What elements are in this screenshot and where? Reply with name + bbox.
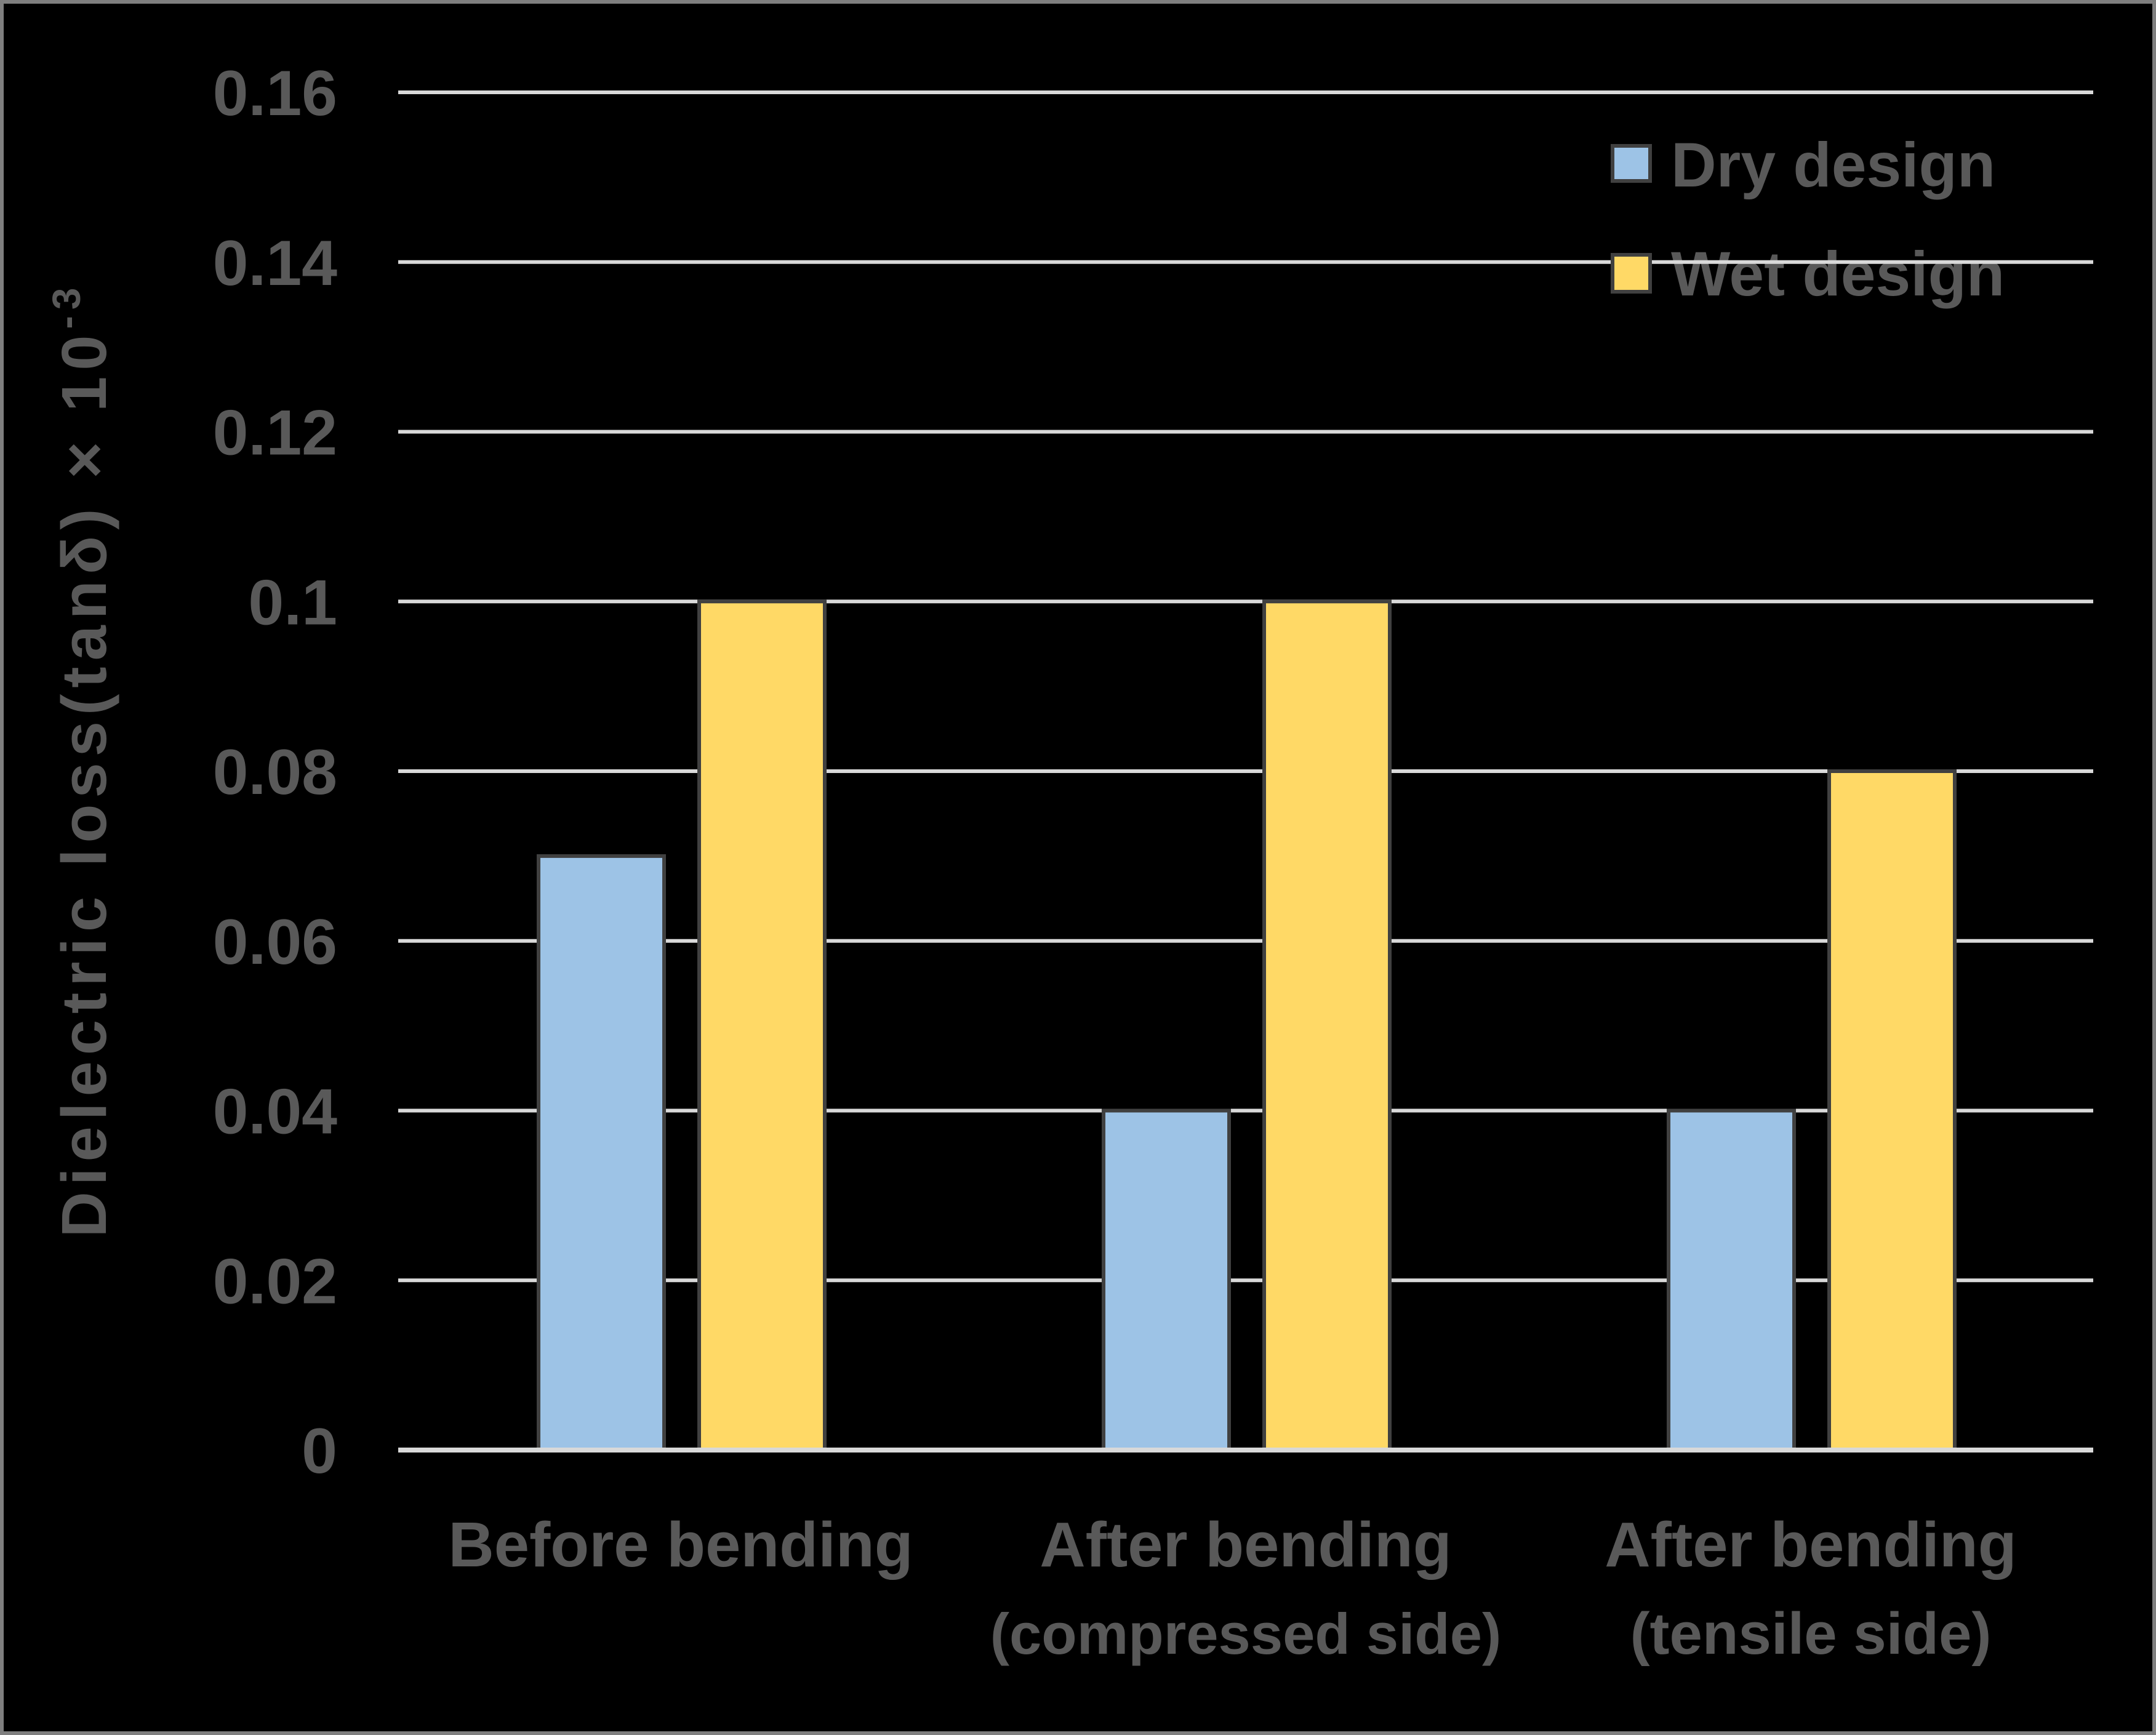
svg-text:0.06: 0.06 bbox=[213, 907, 337, 978]
svg-text:0.08: 0.08 bbox=[213, 737, 337, 808]
svg-text:Dry design: Dry design bbox=[1671, 130, 1995, 200]
svg-text:0.02: 0.02 bbox=[213, 1246, 337, 1317]
svg-text:After bending: After bending bbox=[1605, 1509, 2016, 1580]
svg-text:0: 0 bbox=[302, 1416, 337, 1487]
svg-text:Before bending: Before bending bbox=[448, 1509, 913, 1580]
svg-text:0.1: 0.1 bbox=[248, 567, 337, 638]
svg-text:After bending: After bending bbox=[1040, 1509, 1451, 1580]
svg-text:(compressed side): (compressed side) bbox=[990, 1601, 1502, 1666]
svg-text:Dielectric loss(tanδ) × 10-3: Dielectric loss(tanδ) × 10-3 bbox=[44, 282, 119, 1238]
svg-text:Wet design: Wet design bbox=[1671, 239, 2005, 309]
svg-text:0.14: 0.14 bbox=[213, 228, 338, 299]
svg-text:0.12: 0.12 bbox=[213, 398, 337, 469]
svg-text:0.16: 0.16 bbox=[213, 58, 337, 129]
svg-text:(tensile side): (tensile side) bbox=[1630, 1601, 1992, 1667]
svg-text:0.04: 0.04 bbox=[213, 1076, 338, 1148]
